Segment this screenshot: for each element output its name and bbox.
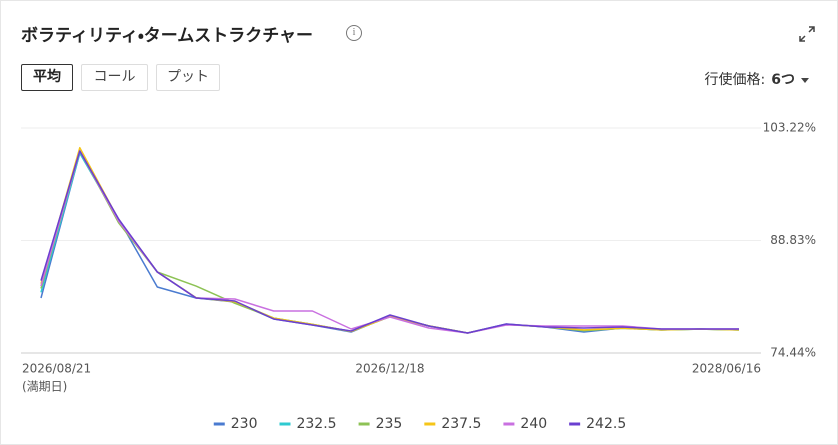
y-tick-label: 103.22% xyxy=(763,121,816,135)
x-tick-label: 2026/08/21 xyxy=(22,362,91,376)
legend-label: 235 xyxy=(376,416,403,432)
dropdown-caret xyxy=(801,77,809,83)
legend-label: 232.5 xyxy=(296,416,336,432)
legend-label: 240 xyxy=(520,416,547,432)
series-line xyxy=(40,150,739,334)
strike-label: 行使価格: xyxy=(704,72,766,88)
x-tick-label: 2028/06/16 xyxy=(692,362,761,376)
series-line xyxy=(40,150,739,334)
legend-item: 242.5 xyxy=(569,416,626,432)
strike-selector[interactable]: 行使価格: 6つ xyxy=(705,69,809,89)
series-line xyxy=(40,152,740,334)
series-line xyxy=(40,150,740,334)
y-tick-label: 74.44% xyxy=(770,346,816,360)
x-axis-note: (満期日) xyxy=(22,380,67,394)
legend-item: 240 xyxy=(503,416,547,432)
series-line xyxy=(40,152,740,334)
legend-label: 230 xyxy=(231,416,258,432)
legend-item: 237.5 xyxy=(424,416,481,432)
tab[interactable]: 平均 xyxy=(21,64,73,91)
widget-title: ボラティリティ・タームストラクチャー xyxy=(21,26,314,46)
legend-label: 242.5 xyxy=(586,416,626,432)
y-tick-label: 88.83% xyxy=(770,233,816,247)
legend: 230 232.5 235 237.5 240 242.5 xyxy=(213,416,626,432)
legend-item: 230 xyxy=(213,416,258,432)
x-tick-label: 2026/12/18 xyxy=(355,362,424,376)
expand-icon[interactable] xyxy=(798,25,816,43)
legend-item: 232.5 xyxy=(279,416,337,432)
tab[interactable]: コール xyxy=(81,64,148,91)
legend-item: 235 xyxy=(358,416,403,432)
legend-label: 237.5 xyxy=(441,416,481,432)
info-icon[interactable]: i xyxy=(346,25,362,41)
strike-value: 6つ xyxy=(771,72,795,88)
tab[interactable]: プット xyxy=(156,64,220,91)
